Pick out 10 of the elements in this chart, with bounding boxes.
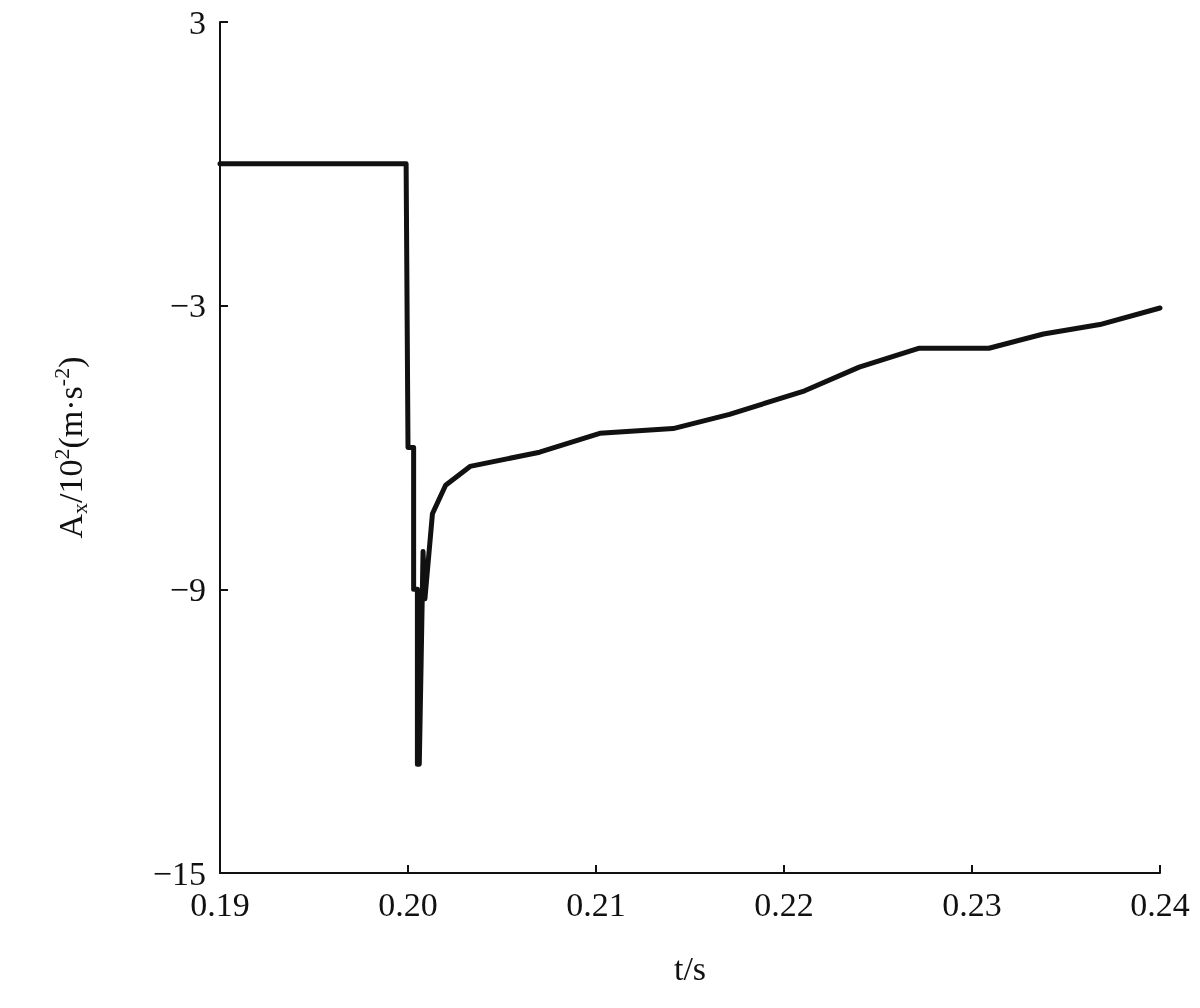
y-axis-title: Ax/102(m·s-2): [48, 356, 92, 539]
x-tick-label: 0.23: [942, 885, 1002, 923]
x-tick-label: 0.24: [1130, 885, 1190, 923]
x-tick-label: 0.21: [566, 885, 626, 923]
x-tick-label: 0.22: [754, 885, 814, 923]
y-tick-label: 3: [189, 3, 206, 41]
x-axis-title: t/s: [673, 949, 707, 987]
x-tick-label: 0.20: [378, 885, 438, 923]
y-tick-label: −3: [169, 287, 206, 325]
y-tick-label: −9: [169, 570, 206, 608]
